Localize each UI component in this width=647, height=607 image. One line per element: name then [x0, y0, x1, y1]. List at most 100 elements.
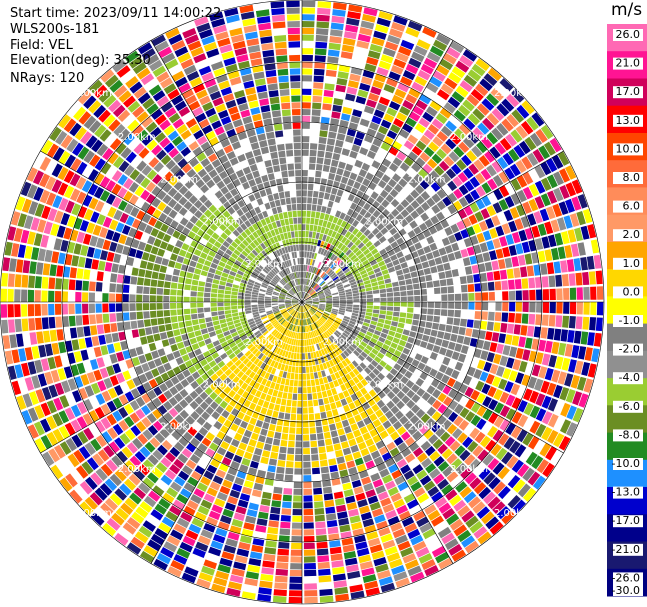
range-gate [310, 217, 315, 225]
range-gate [400, 145, 411, 156]
range-gate [345, 93, 356, 102]
range-gate [309, 345, 313, 352]
range-gate [454, 250, 462, 260]
range-gate [339, 212, 346, 220]
range-gate [545, 446, 558, 461]
range-gate [578, 346, 587, 360]
range-gate [302, 380, 307, 387]
range-gate [315, 313, 321, 318]
range-gate [364, 375, 373, 383]
range-gate [317, 269, 322, 276]
range-gate [567, 229, 577, 243]
range-gate [320, 226, 326, 234]
range-gate [313, 330, 318, 337]
range-gate [331, 111, 341, 119]
range-gate [344, 381, 352, 390]
range-gate [328, 352, 335, 359]
range-gate [464, 423, 475, 435]
range-gate [76, 326, 84, 338]
range-gate [373, 376, 381, 385]
range-gate [533, 326, 542, 338]
range-gate [190, 494, 202, 505]
range-gate [358, 396, 367, 405]
range-gate [364, 134, 374, 144]
range-gate [437, 392, 447, 403]
range-gate [281, 398, 287, 406]
range-gate [388, 415, 398, 425]
range-gate [480, 208, 490, 220]
range-gate [553, 328, 562, 341]
range-gate [473, 244, 482, 254]
range-gate [407, 336, 415, 344]
range-gate [386, 372, 395, 381]
range-gate [198, 318, 206, 324]
range-gate [27, 304, 35, 317]
range-gate [302, 230, 306, 238]
range-gate [521, 100, 535, 115]
range-gate [359, 225, 368, 234]
range-gate [333, 331, 340, 338]
range-gate [343, 268, 350, 274]
range-gate [392, 528, 406, 539]
range-gate [260, 498, 271, 506]
range-gate [390, 492, 402, 503]
range-gate [326, 221, 332, 229]
range-gate [556, 302, 563, 314]
range-gate [407, 475, 419, 486]
range-gate [322, 314, 329, 319]
range-gate [207, 326, 215, 333]
range-gate [146, 262, 154, 271]
range-gate [445, 120, 457, 132]
range-gate [51, 251, 60, 264]
range-gate [37, 248, 46, 262]
range-gate [571, 179, 583, 194]
range-gate [258, 304, 265, 307]
range-gate [325, 346, 331, 353]
range-gate [198, 340, 206, 348]
range-gate [540, 177, 552, 191]
range-gate [312, 303, 319, 306]
range-gate [362, 337, 370, 344]
range-gate [488, 399, 499, 411]
range-gate [342, 544, 355, 553]
range-gate [380, 54, 394, 64]
range-gate [352, 376, 360, 384]
range-gate [469, 458, 481, 471]
range-gate [305, 299, 312, 302]
range-gate [335, 330, 342, 336]
range-gate [317, 247, 323, 254]
range-gate [361, 476, 372, 485]
range-gate [513, 324, 521, 335]
range-gate [330, 553, 343, 561]
range-gate [469, 378, 479, 389]
range-gate [369, 43, 383, 53]
range-gate [61, 303, 68, 315]
range-gate [304, 556, 316, 563]
range-gate [520, 120, 534, 135]
range-gate [542, 462, 555, 478]
range-gate [191, 313, 198, 320]
range-gate [306, 325, 309, 332]
range-gate [44, 343, 53, 357]
range-gate [365, 407, 374, 416]
range-gate [142, 344, 150, 354]
range-gate [412, 430, 423, 441]
range-gate [391, 94, 404, 105]
range-gate [306, 279, 310, 286]
range-gate [302, 217, 306, 224]
range-gate [355, 249, 363, 257]
range-gate [366, 56, 379, 66]
range-gate [340, 244, 347, 252]
range-gate [88, 292, 95, 302]
range-gate [327, 318, 334, 324]
range-gate [293, 386, 298, 394]
range-gate [411, 145, 423, 156]
range-gate [156, 303, 163, 310]
range-gate [531, 364, 541, 377]
range-gate [182, 535, 196, 547]
range-gate [262, 422, 270, 430]
range-gate [350, 284, 358, 289]
range-gate [309, 317, 313, 324]
range-gate [173, 329, 181, 337]
range-gate [476, 393, 486, 404]
